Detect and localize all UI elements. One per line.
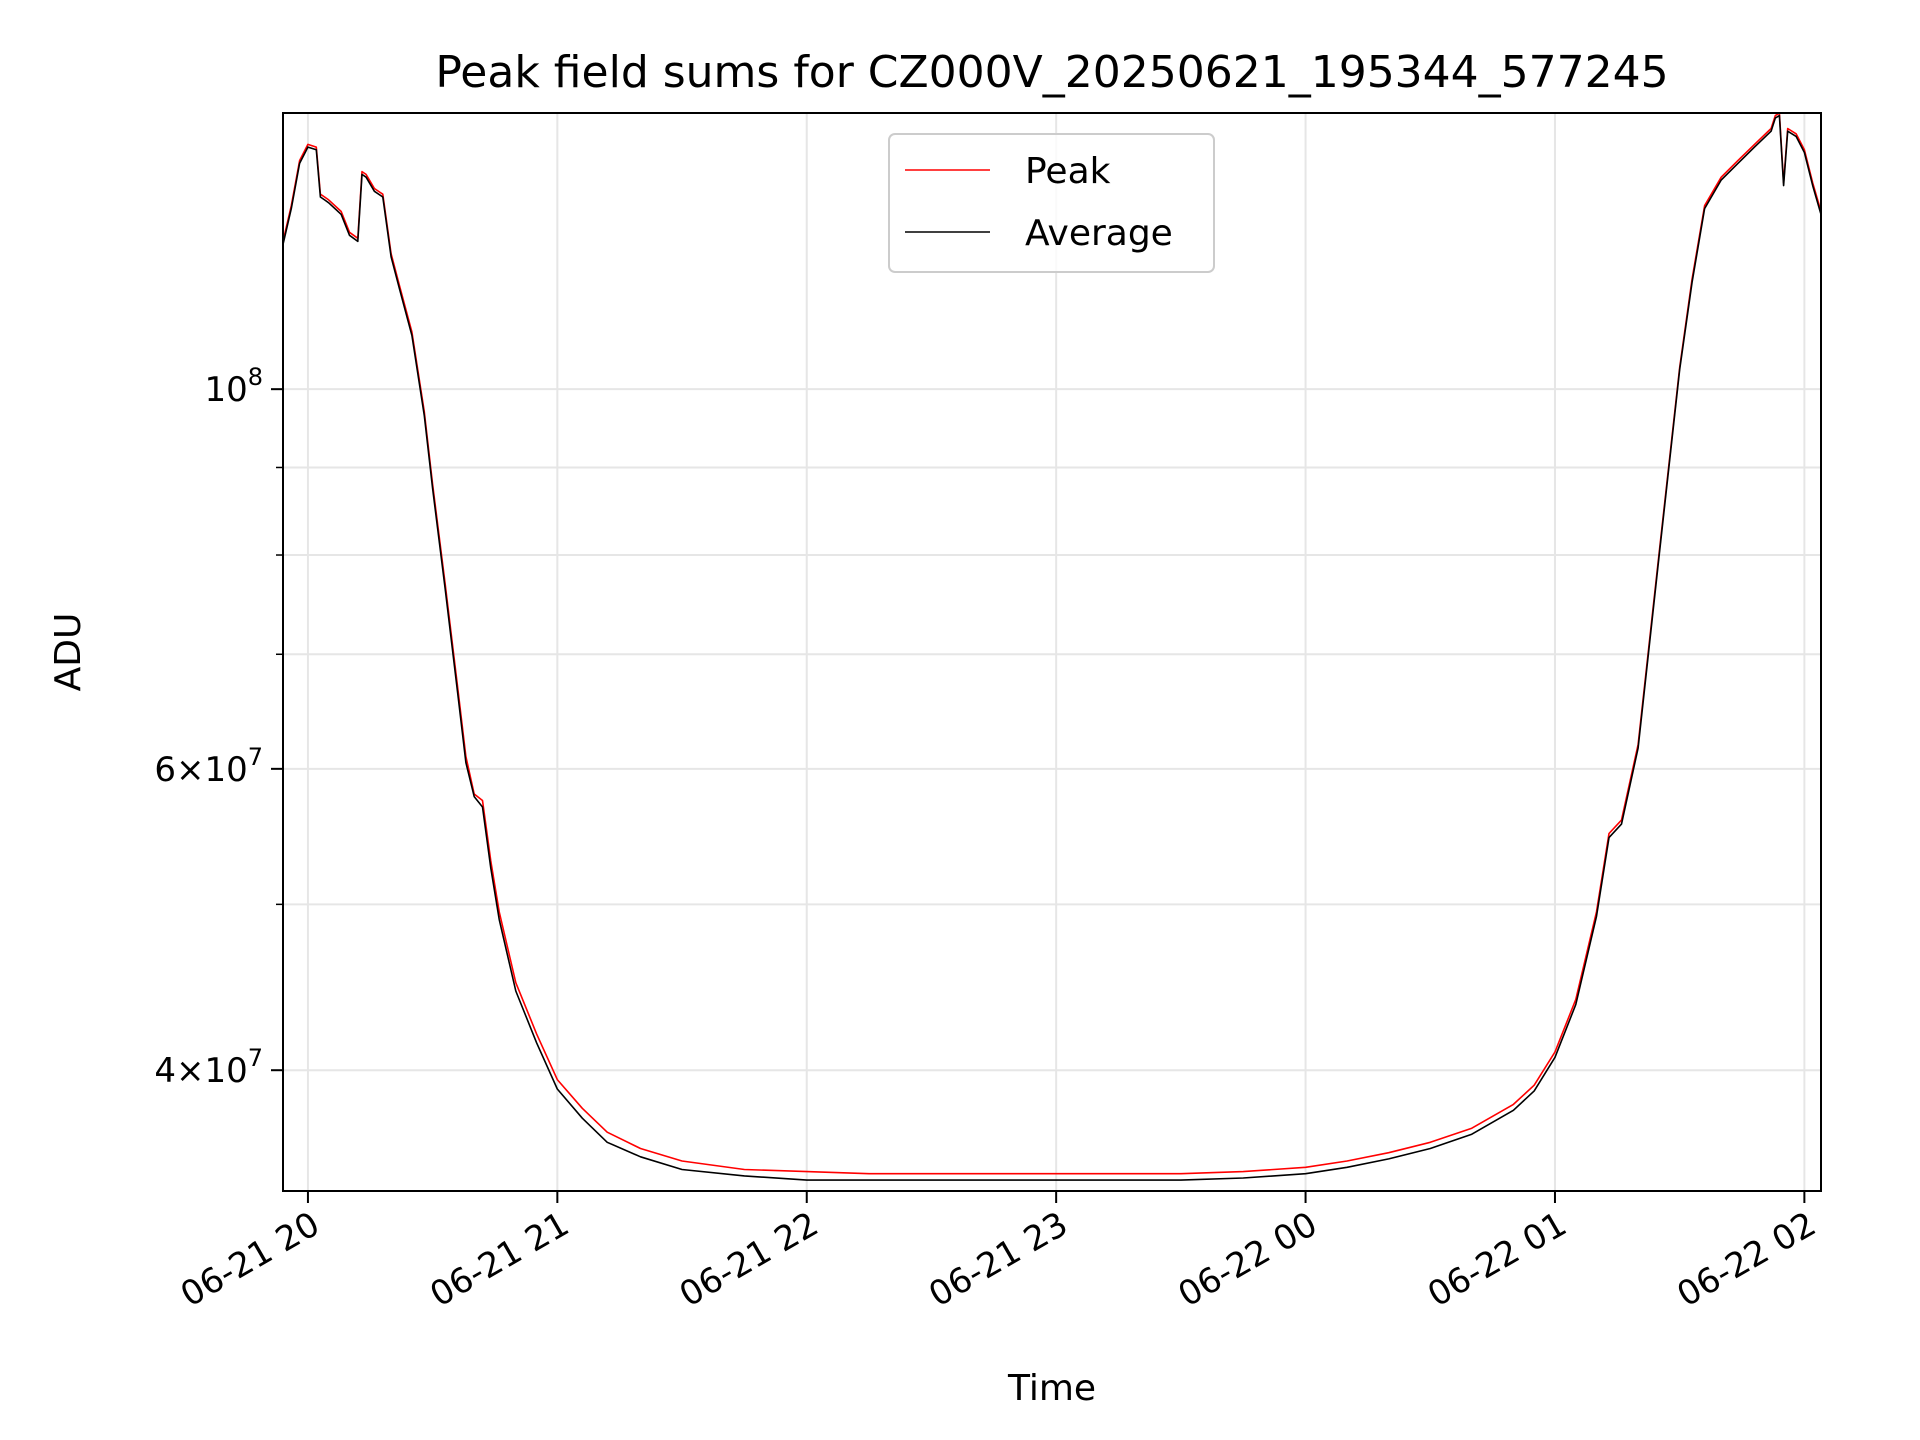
- y-axis-label: ADU: [48, 613, 89, 692]
- plot-frame: [282, 112, 1822, 1192]
- y-tick-exponent: 7: [248, 743, 263, 771]
- series-line-peak: [282, 112, 1822, 1175]
- y-tick-exponent: 7: [248, 1044, 263, 1072]
- y-tick-exponent: 8: [248, 363, 263, 391]
- x-axis-label: Time: [1007, 1368, 1096, 1409]
- grid: [283, 113, 1821, 1191]
- series-line-average: [282, 114, 1822, 1181]
- y-tick-base: 4×10: [154, 1051, 247, 1091]
- legend-label-average: Average: [1025, 213, 1173, 254]
- y-tick-base: 10: [204, 370, 247, 410]
- series-layer: [282, 112, 1822, 1181]
- y-tick-label: 108: [204, 363, 263, 410]
- y-tick-base: 6×10: [154, 750, 247, 790]
- chart-title: Peak field sums for CZ000V_20250621_1953…: [435, 47, 1668, 98]
- legend: Peak Average: [888, 133, 1215, 273]
- legend-label-peak: Peak: [1025, 151, 1111, 192]
- y-tick-label: 6×107: [154, 743, 263, 790]
- y-tick-label: 4×107: [154, 1044, 263, 1091]
- legend-box: [888, 133, 1215, 273]
